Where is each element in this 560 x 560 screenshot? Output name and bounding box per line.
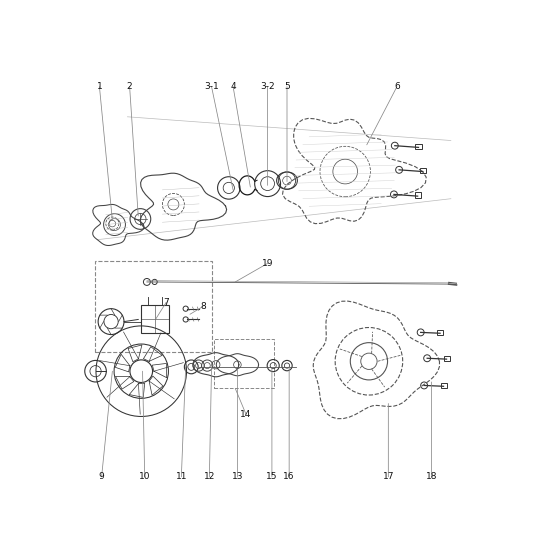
Text: 9: 9 xyxy=(99,472,105,482)
Text: 2: 2 xyxy=(127,82,132,91)
Text: 3-2: 3-2 xyxy=(260,82,275,91)
Text: 1: 1 xyxy=(96,82,102,91)
Text: 3-1: 3-1 xyxy=(204,82,219,91)
Text: 5: 5 xyxy=(284,82,290,91)
Text: 12: 12 xyxy=(204,472,215,482)
Bar xyxy=(95,261,212,352)
Bar xyxy=(214,339,274,389)
Text: 15: 15 xyxy=(266,472,278,482)
Text: 10: 10 xyxy=(139,472,151,482)
Text: 11: 11 xyxy=(176,472,187,482)
Text: 7: 7 xyxy=(164,298,169,307)
Bar xyxy=(437,330,443,335)
Text: 8: 8 xyxy=(200,302,206,311)
Text: 14: 14 xyxy=(240,410,252,419)
Text: 16: 16 xyxy=(283,472,295,482)
Bar xyxy=(414,192,421,198)
Text: 18: 18 xyxy=(426,472,437,482)
Text: 13: 13 xyxy=(232,472,243,482)
Bar xyxy=(420,167,426,173)
Text: 19: 19 xyxy=(262,259,273,268)
Text: 4: 4 xyxy=(230,82,236,91)
Bar xyxy=(416,143,422,149)
Text: 6: 6 xyxy=(394,82,400,91)
Bar xyxy=(444,356,450,361)
Bar xyxy=(441,383,446,389)
Bar xyxy=(142,305,170,333)
Text: 17: 17 xyxy=(382,472,394,482)
